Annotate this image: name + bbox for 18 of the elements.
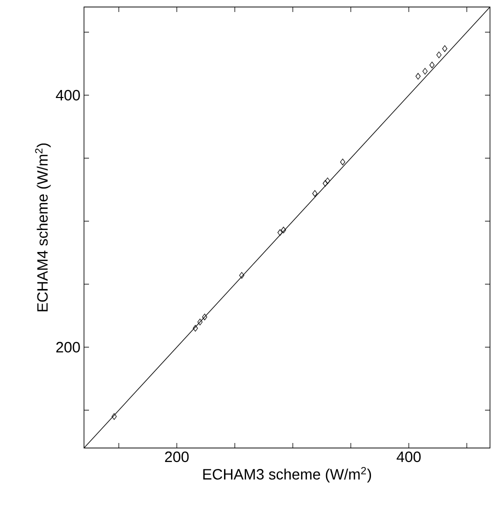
point [202,314,208,320]
x-axis-title: ECHAM3 scheme (W/m$^{2}$) [203,466,372,483]
point [239,272,244,279]
point [325,178,330,184]
point [416,72,421,80]
y-axis-title: ECHAM4 scheme (W/m$^{2}$) [35,143,51,312]
point [322,180,328,187]
point [312,190,318,197]
point [436,52,442,58]
point [442,45,448,52]
point [422,68,428,75]
point [197,318,203,326]
point [429,62,435,68]
point [192,325,198,332]
point [277,229,283,236]
point [340,158,346,166]
point [280,226,286,234]
point [112,413,117,420]
